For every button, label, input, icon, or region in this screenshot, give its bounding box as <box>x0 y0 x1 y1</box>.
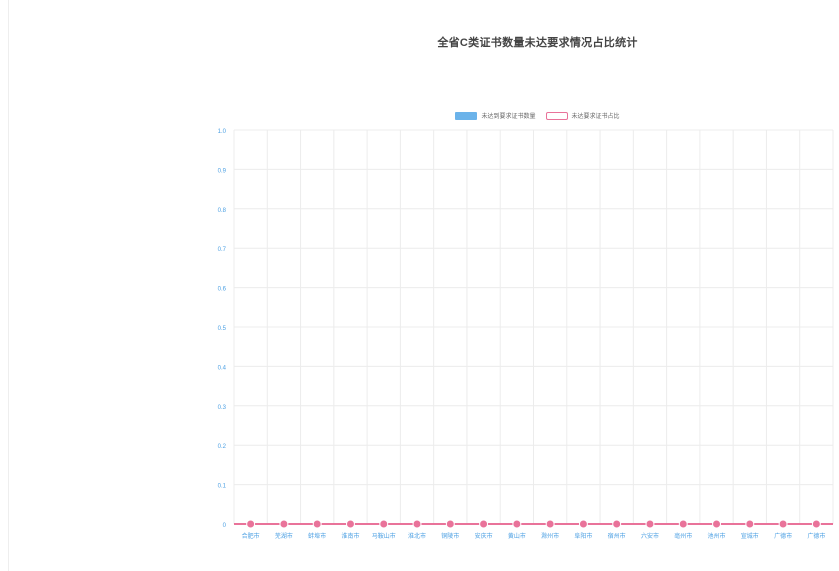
legend-item-line-series[interactable]: 未达要求证书占比 <box>545 111 620 120</box>
line-point <box>778 519 788 529</box>
line-point <box>678 519 688 529</box>
line-point <box>445 519 455 529</box>
line-point <box>246 519 256 529</box>
x-tick-label: 蚌埠市 <box>308 532 326 540</box>
y-tick-label-left: 0.6 <box>218 287 227 293</box>
line-point <box>412 519 422 529</box>
y-tick-label-left: 0.4 <box>218 365 227 371</box>
line-point <box>512 519 522 529</box>
y-tick-label-left: 0.5 <box>218 326 227 332</box>
x-tick-label: 六安市 <box>641 532 659 540</box>
x-tick-label: 滁州市 <box>541 532 559 540</box>
x-tick-label: 广德市 <box>807 532 825 540</box>
line-point <box>279 519 289 529</box>
x-tick-label: 安庆市 <box>475 532 493 540</box>
x-tick-label: 淮南市 <box>341 532 359 540</box>
x-tick-label: 马鞍山市 <box>372 532 396 540</box>
line-point <box>712 519 722 529</box>
chart-title: 全省C类证书数量未达要求情况占比统计 <box>437 37 638 49</box>
line-point <box>745 519 755 529</box>
x-tick-label: 合肥市 <box>242 532 260 540</box>
line-point <box>578 519 588 529</box>
y-tick-label-left: 0.3 <box>218 405 227 411</box>
y-tick-label-left: 0.8 <box>218 208 227 214</box>
legend-item-bar-series[interactable]: 未达到要求证书数量 <box>455 111 536 120</box>
line-point <box>645 519 655 529</box>
line-point <box>312 519 322 529</box>
x-tick-label: 广德市 <box>774 532 792 540</box>
chart-legend: 未达到要求证书数量 未达要求证书占比 <box>0 111 839 120</box>
x-tick-label: 宣城市 <box>741 532 759 540</box>
y-tick-label-left: 0.7 <box>218 247 227 253</box>
x-tick-label: 黄山市 <box>508 532 526 540</box>
x-tick-label: 淮北市 <box>408 532 426 540</box>
panel-divider <box>8 0 9 571</box>
x-tick-label: 芜湖市 <box>275 532 293 540</box>
x-tick-label: 池州市 <box>708 532 726 540</box>
y-tick-label-left: 0.9 <box>218 168 227 174</box>
legend-bar-swatch <box>455 111 478 120</box>
line-point <box>379 519 389 529</box>
line-point <box>612 519 622 529</box>
y-tick-label-left: 0 <box>223 523 227 529</box>
x-tick-label: 铜陵市 <box>441 532 459 540</box>
y-tick-label-left: 0.1 <box>218 484 227 490</box>
x-tick-label: 亳州市 <box>674 532 692 540</box>
legend-label-bar-series: 未达到要求证书数量 <box>481 114 536 120</box>
legend-line-swatch <box>545 111 568 120</box>
y-tick-label-left: 0.2 <box>218 444 227 450</box>
x-tick-label: 宿州市 <box>608 532 626 540</box>
legend-label-line-series: 未达要求证书占比 <box>571 114 620 120</box>
line-point <box>345 519 355 529</box>
line-point <box>811 519 821 529</box>
line-point <box>479 519 489 529</box>
y-tick-label-left: 1.0 <box>218 129 227 135</box>
line-point <box>545 519 555 529</box>
x-tick-label: 阜阳市 <box>574 532 592 540</box>
